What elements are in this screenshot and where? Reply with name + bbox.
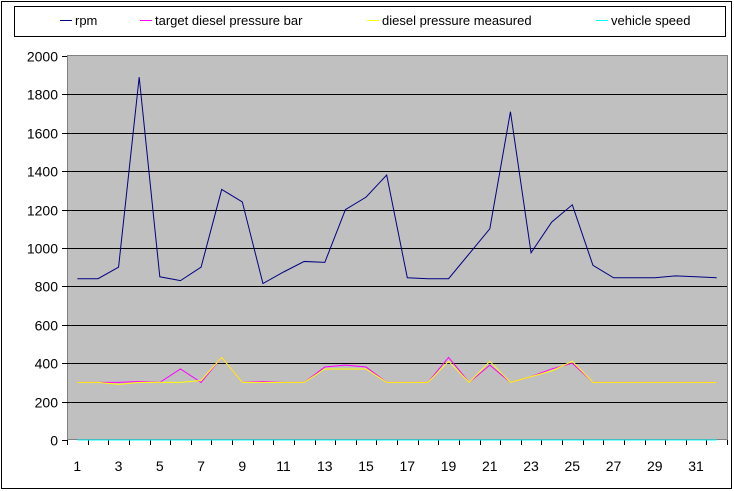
y-tick-label: 1400 bbox=[27, 164, 58, 180]
x-tick-label: 15 bbox=[358, 458, 374, 474]
y-tick-label: 600 bbox=[35, 318, 59, 334]
series-lines bbox=[77, 77, 717, 441]
y-tick-label: 2000 bbox=[27, 49, 58, 65]
y-tick-label: 400 bbox=[35, 356, 59, 372]
x-tick-label: 19 bbox=[441, 458, 457, 474]
x-tick-label: 29 bbox=[647, 458, 663, 474]
x-tick-label: 23 bbox=[523, 458, 539, 474]
x-tick-label: 27 bbox=[606, 458, 622, 474]
y-tick-label: 1600 bbox=[27, 126, 58, 142]
x-tick-label: 3 bbox=[115, 458, 123, 474]
x-tick-label: 21 bbox=[482, 458, 498, 474]
plot-area bbox=[67, 55, 728, 440]
legend-label: vehicle speed bbox=[611, 13, 691, 28]
y-tick-label: 1000 bbox=[27, 241, 58, 257]
y-tick-label: 0 bbox=[50, 433, 58, 449]
x-tick-label: 1 bbox=[73, 458, 81, 474]
series-line-diesel-pressure-measured bbox=[77, 356, 717, 385]
y-axis-ticks: 0 200 400 600 800 1000 1200 1400 1600 1800 2000 bbox=[27, 49, 67, 449]
x-tick-label: 17 bbox=[400, 458, 416, 474]
legend-label: rpm bbox=[75, 13, 97, 28]
series-line-rpm bbox=[77, 77, 717, 285]
y-tick-label: 200 bbox=[35, 395, 59, 411]
x-tick-label: 31 bbox=[688, 458, 704, 474]
legend-box bbox=[14, 6, 726, 37]
y-tick-label: 1800 bbox=[27, 87, 58, 103]
y-tick-label: 1200 bbox=[27, 203, 58, 219]
legend-label: target diesel pressure bar bbox=[155, 13, 303, 28]
y-tick-label: 800 bbox=[35, 279, 59, 295]
legend: rpm target diesel pressure bar diesel pres… bbox=[60, 13, 691, 28]
x-tick-label: 5 bbox=[156, 458, 164, 474]
x-tick-label: 13 bbox=[317, 458, 333, 474]
x-axis-ticks: 1 3 5 7 9 11 13 15 17 19 21 23 25 27 29 31 bbox=[67, 440, 728, 474]
x-tick-label: 25 bbox=[565, 458, 581, 474]
x-tick-label: 11 bbox=[276, 458, 291, 474]
legend-label: diesel pressure measured bbox=[382, 13, 532, 28]
gridlines bbox=[67, 94, 727, 403]
x-tick-label: 9 bbox=[238, 458, 246, 474]
x-tick-label: 7 bbox=[197, 458, 205, 474]
